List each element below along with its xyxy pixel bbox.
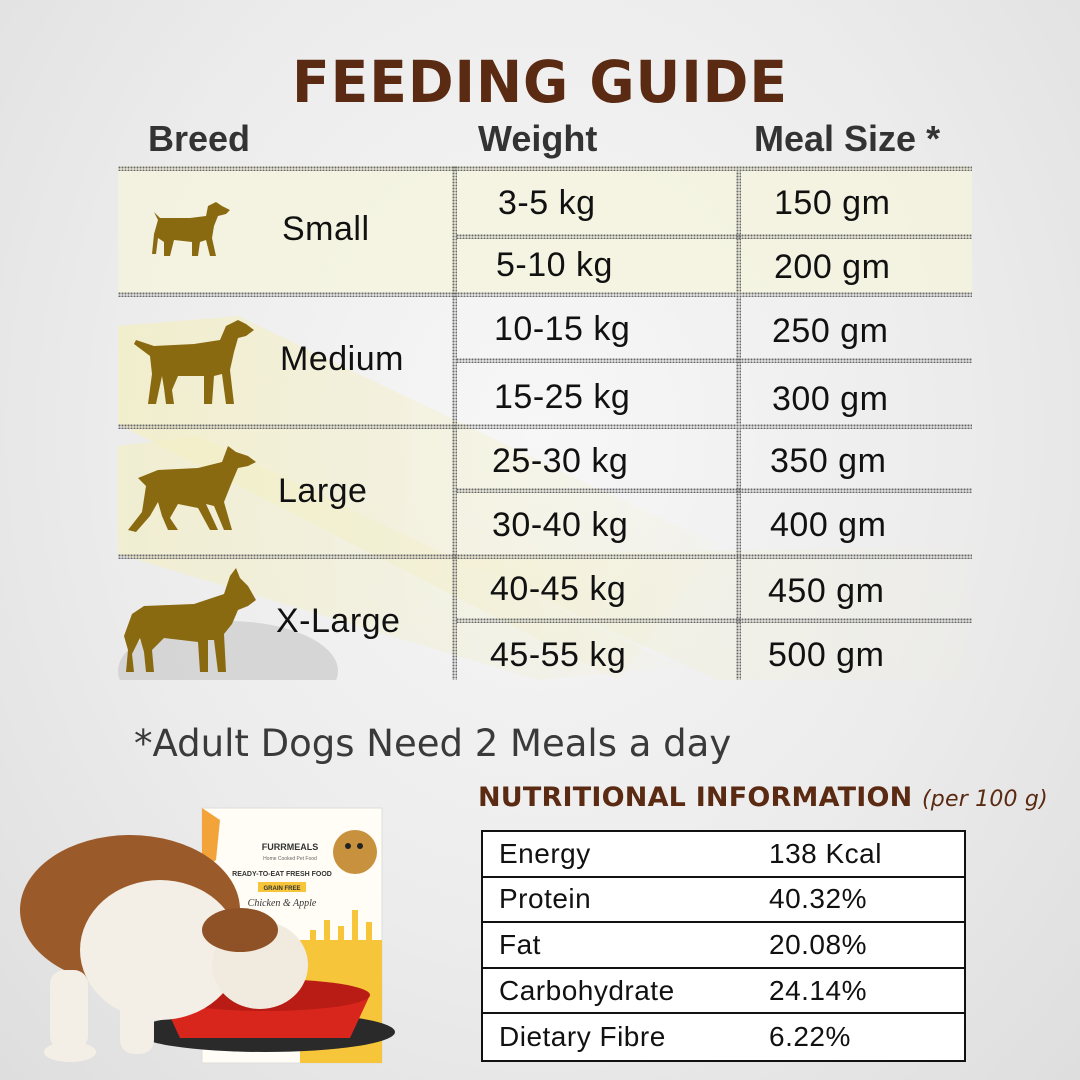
nutrient-name: Protein	[499, 883, 592, 915]
product-photo: FURRMEALS Home Cooked Pet Food READY-TO-…	[20, 807, 395, 1064]
weight-cell: 10-15 kg	[494, 310, 631, 348]
header-breed: Breed	[148, 118, 251, 159]
meal-cell: 500 gm	[768, 636, 885, 674]
nutrient-name: Dietary Fibre	[499, 1021, 666, 1053]
nutrient-value: 6.22%	[769, 1021, 851, 1053]
product-line1: READY-TO-EAT FRESH FOOD	[232, 871, 332, 878]
food-bowl	[135, 979, 395, 1052]
product-line2: GRAIN FREE	[263, 886, 300, 892]
divider	[456, 618, 972, 623]
nutrient-value: 24.14%	[769, 974, 867, 1006]
feeding-note: *Adult Dogs Need 2 Meals a day	[134, 722, 732, 765]
nutrition-row: Energy 138 Kcal	[483, 832, 964, 878]
meal-cell: 400 gm	[770, 506, 887, 544]
meal-cell: 300 gm	[772, 380, 889, 418]
breed-label-large: Large	[278, 472, 368, 510]
weight-cell: 40-45 kg	[490, 570, 627, 608]
divider	[118, 424, 972, 429]
divider	[456, 234, 972, 239]
feeding-table: Small 3-5 kg 150 gm 5-10 kg 200 gm Mediu…	[118, 166, 972, 680]
divider	[118, 292, 972, 297]
product-tagline: Home Cooked Pet Food	[263, 856, 317, 862]
breed-label-medium: Medium	[280, 340, 404, 378]
nutrient-value: 40.32%	[769, 883, 867, 915]
meal-cell: 350 gm	[770, 442, 887, 480]
nutrition-subtitle: (per 100 g)	[922, 787, 1048, 812]
divider	[736, 166, 741, 680]
breed-label-small: Small	[282, 210, 370, 248]
nutrition-row: Carbohydrate 24.14%	[483, 969, 964, 1015]
nutrient-name: Carbohydrate	[499, 974, 675, 1006]
meal-cell: 250 gm	[772, 312, 889, 350]
puppy	[20, 835, 308, 1062]
nutrition-row: Protein 40.32%	[483, 878, 964, 924]
small-dog-icon	[152, 202, 230, 256]
nutrition-title: NUTRITIONAL INFORMATION (per 100 g)	[478, 782, 1048, 813]
breed-label-xlarge: X-Large	[276, 602, 401, 640]
divider	[452, 166, 457, 680]
nutrient-value: 20.08%	[769, 928, 867, 960]
highlight-beams	[118, 166, 972, 680]
divider	[118, 554, 972, 559]
nutrient-value: 138 Kcal	[769, 837, 882, 869]
medium-dog-icon	[134, 320, 254, 404]
header-meal-size: Meal Size *	[754, 118, 941, 159]
xlarge-dog-icon	[124, 568, 256, 672]
header-weight: Weight	[478, 118, 598, 159]
meal-cell: 200 gm	[774, 248, 891, 286]
nutrient-name: Fat	[499, 928, 541, 960]
weight-cell: 3-5 kg	[498, 184, 596, 222]
divider	[456, 358, 972, 363]
product-flavor: Chicken & Apple	[248, 898, 317, 909]
meal-cell: 150 gm	[774, 184, 891, 222]
product-brand: FURRMEALS	[262, 842, 319, 852]
weight-cell: 45-55 kg	[490, 636, 627, 674]
large-dog-icon	[128, 446, 256, 532]
weight-cell: 25-30 kg	[492, 442, 629, 480]
page-title: FEEDING GUIDE	[292, 48, 788, 116]
nutrient-name: Energy	[499, 837, 591, 869]
divider	[118, 166, 972, 171]
nutrition-row: Fat 20.08%	[483, 923, 964, 969]
nutrition-table: Energy 138 Kcal Protein 40.32% Fat 20.08…	[481, 830, 966, 1062]
divider	[456, 488, 972, 493]
weight-cell: 30-40 kg	[492, 506, 629, 544]
nutrition-title-text: NUTRITIONAL INFORMATION	[478, 782, 913, 813]
weight-cell: 5-10 kg	[496, 246, 613, 284]
nutrition-row: Dietary Fibre 6.22%	[483, 1014, 964, 1060]
meal-cell: 450 gm	[768, 572, 885, 610]
weight-cell: 15-25 kg	[494, 378, 631, 416]
